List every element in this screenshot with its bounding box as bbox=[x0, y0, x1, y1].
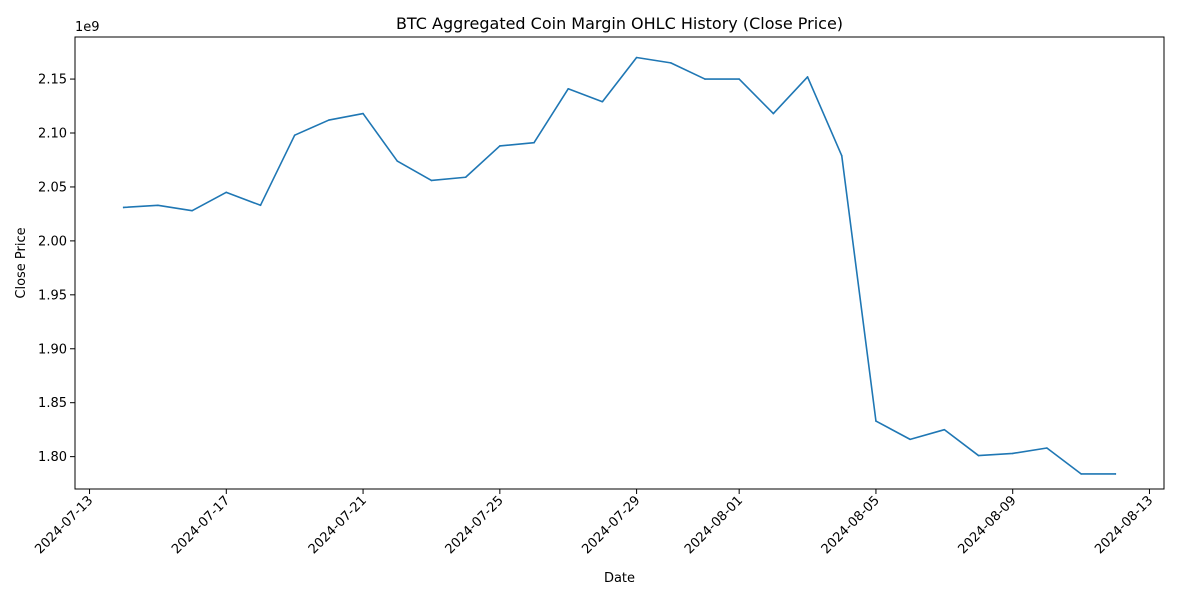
y-tick-label: 1.85 bbox=[38, 396, 67, 411]
data-point bbox=[225, 191, 228, 194]
y-tick-label: 1.90 bbox=[38, 342, 67, 357]
data-point bbox=[293, 134, 296, 136]
data-point bbox=[1011, 452, 1014, 455]
data-point bbox=[1114, 473, 1117, 475]
data-point bbox=[157, 204, 159, 207]
data-point bbox=[122, 206, 125, 209]
x-tick-label: 2024-08-09 bbox=[955, 493, 1019, 557]
x-tick-label: 2024-08-01 bbox=[682, 493, 746, 557]
data-point bbox=[499, 145, 501, 147]
y-tick-label: 2.15 bbox=[38, 73, 67, 88]
y-tick-label: 2.10 bbox=[38, 127, 67, 142]
data-point bbox=[738, 78, 740, 80]
x-axis: 2024-07-13 2024-07-17 2024-07-21 2024-07-25… bbox=[32, 489, 1156, 557]
data-point bbox=[601, 100, 604, 103]
x-tick-label: 2024-07-13 bbox=[32, 493, 96, 557]
data-point bbox=[669, 62, 672, 64]
plot-area-frame bbox=[74, 36, 1165, 490]
data-point bbox=[1046, 447, 1048, 449]
y-axis-offset-label: 1e9 bbox=[75, 20, 100, 35]
data-point bbox=[396, 160, 399, 162]
y-axis: 1.80 1.85 1.90 1.95 2.00 2.05 2.10 2.15 bbox=[38, 73, 75, 465]
x-axis-label: Date bbox=[604, 571, 635, 586]
y-tick-label: 2.05 bbox=[38, 180, 67, 195]
data-point bbox=[806, 76, 809, 78]
x-tick-label: 2024-08-05 bbox=[819, 493, 883, 557]
x-tick-label: 2024-07-29 bbox=[579, 493, 643, 557]
data-point bbox=[840, 154, 843, 157]
data-point bbox=[977, 454, 980, 457]
data-point bbox=[772, 112, 775, 115]
data-point bbox=[567, 87, 570, 90]
close-price-series-line bbox=[122, 56, 1117, 475]
x-tick-label: 2024-08-13 bbox=[1092, 493, 1156, 557]
chart-title: BTC Aggregated Coin Margin OHLC History … bbox=[396, 14, 843, 33]
y-tick-label: 2.00 bbox=[38, 234, 67, 249]
y-tick-label: 1.95 bbox=[38, 288, 67, 303]
data-point bbox=[635, 56, 638, 59]
data-point bbox=[704, 78, 706, 80]
data-point bbox=[1080, 473, 1082, 475]
data-point bbox=[259, 204, 262, 207]
y-axis-label: Close Price bbox=[14, 227, 29, 298]
data-point bbox=[362, 112, 364, 115]
data-point bbox=[191, 209, 193, 212]
y-tick-label: 1.80 bbox=[38, 450, 67, 465]
data-points bbox=[122, 56, 1117, 475]
x-tick-label: 2024-07-25 bbox=[443, 493, 507, 557]
data-point bbox=[943, 428, 946, 431]
x-tick-label: 2024-07-17 bbox=[169, 493, 233, 557]
data-point bbox=[533, 141, 535, 144]
data-point bbox=[875, 420, 877, 422]
data-point bbox=[430, 179, 433, 182]
data-point bbox=[464, 176, 467, 179]
x-tick-label: 2024-07-21 bbox=[306, 493, 370, 557]
data-point bbox=[328, 119, 330, 121]
data-point bbox=[909, 438, 911, 441]
